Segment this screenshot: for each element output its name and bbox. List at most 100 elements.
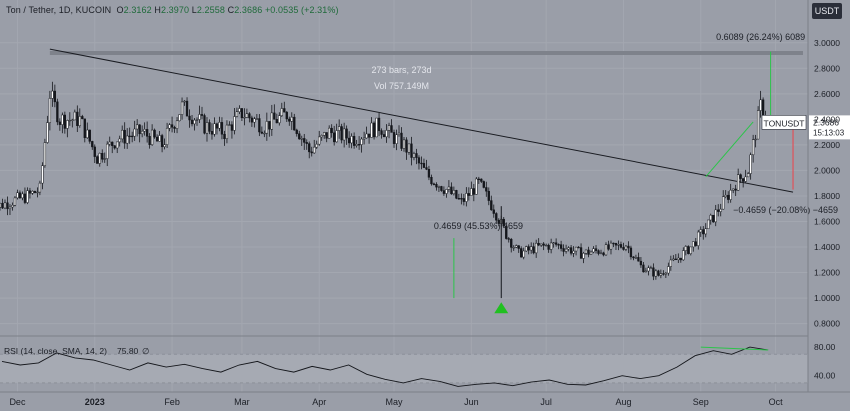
candle-body	[53, 90, 57, 103]
candle-body	[447, 186, 451, 190]
candle-body	[68, 119, 71, 122]
candle-body	[520, 248, 523, 258]
candle-body	[567, 247, 570, 250]
candle-body	[185, 100, 189, 117]
ohlc-open: O2.3162	[116, 5, 152, 15]
candle-body	[547, 244, 550, 250]
candle-body	[375, 117, 378, 138]
candle-body	[385, 130, 388, 138]
candle-body	[527, 246, 530, 251]
candle-body	[554, 242, 558, 245]
candle-body	[258, 118, 261, 133]
candle-body	[98, 153, 101, 164]
candle-body	[487, 190, 490, 201]
candle-body	[183, 100, 186, 103]
candle-body	[452, 190, 456, 195]
candle-body	[704, 228, 707, 235]
candle-body	[265, 121, 268, 134]
candle-body	[490, 200, 493, 211]
candle-body	[78, 116, 81, 126]
candle-body	[145, 129, 149, 137]
candle-body	[564, 248, 568, 252]
candle-body	[108, 141, 111, 145]
candle-body	[619, 244, 623, 248]
candle-body	[230, 124, 234, 131]
candle-body	[355, 144, 358, 146]
candle-body	[602, 252, 605, 256]
candle-body	[737, 174, 740, 191]
candle-body	[697, 231, 700, 246]
candle-body	[303, 138, 306, 143]
candle-body	[273, 112, 276, 120]
x-tick-label: 2023	[85, 397, 105, 407]
currency-button[interactable]: USDT	[812, 3, 842, 19]
candle-body	[502, 218, 505, 227]
candle-body	[345, 128, 348, 139]
rsi-label: RSI (14, close, SMA, 14, 2)	[4, 346, 107, 356]
candle-body	[320, 135, 323, 138]
candle-body	[604, 244, 608, 256]
candle-body	[377, 117, 381, 131]
x-tick-label: Feb	[164, 397, 180, 407]
candle-body	[440, 186, 443, 191]
candle-body	[220, 122, 224, 135]
symbol-tag-box	[761, 115, 807, 130]
candle-body	[48, 98, 52, 123]
x-tick-label: Dec	[9, 397, 26, 407]
candle-body	[362, 137, 366, 140]
y-tick-label: 0.8000	[814, 319, 840, 329]
candle-body	[597, 250, 600, 254]
candle-body	[305, 142, 308, 144]
candle-body	[21, 193, 24, 199]
candle-body	[8, 206, 12, 210]
breakout-green-line	[705, 121, 754, 178]
candle-body	[617, 244, 620, 246]
candle-body	[126, 135, 129, 144]
candle-body	[293, 116, 296, 131]
candle-body	[233, 116, 236, 131]
candle-body	[148, 136, 151, 145]
x-tick-label: Oct	[769, 397, 784, 407]
candle-body	[43, 142, 47, 166]
candle-body	[111, 141, 114, 146]
candle-body	[495, 213, 498, 221]
candle-body	[198, 114, 201, 120]
candle-body	[692, 241, 695, 248]
candle-body	[607, 244, 610, 250]
candle-body	[365, 133, 368, 139]
labels: 273 bars, 273d Vol 757.149M 0.6089 (26.24%…	[371, 32, 850, 231]
candle-body	[170, 124, 174, 128]
candle-body	[672, 258, 675, 261]
candle-body	[248, 113, 251, 119]
y-tick-label: 2.2000	[814, 140, 840, 150]
candle-body	[81, 116, 84, 120]
candle-body	[178, 114, 181, 122]
candle-body	[318, 136, 321, 145]
candle-body	[195, 119, 199, 121]
candle-body	[754, 138, 757, 141]
candle-body	[744, 176, 747, 182]
candle-body	[380, 130, 383, 135]
candle-body	[390, 125, 393, 133]
candle-body	[552, 242, 555, 244]
candle-body	[11, 205, 14, 208]
candle-body	[123, 129, 126, 144]
candle-body	[649, 267, 653, 269]
candle-body	[313, 146, 316, 154]
candle-body	[275, 119, 278, 124]
candle-body	[749, 154, 752, 174]
candle-body	[255, 118, 259, 120]
candle-body	[470, 188, 473, 196]
candle-body	[540, 243, 543, 246]
bottom-marker-triangle	[494, 302, 509, 314]
candle-body	[492, 209, 495, 214]
candle-body	[200, 114, 204, 116]
bar-range-label: 273 bars, 273d	[371, 65, 431, 75]
candle-body	[210, 131, 214, 135]
candle-body	[742, 178, 745, 182]
candle-body	[228, 124, 231, 126]
price-change: +0.0535 (+2.31%)	[264, 5, 339, 15]
x-tick-label: Sep	[693, 397, 709, 407]
